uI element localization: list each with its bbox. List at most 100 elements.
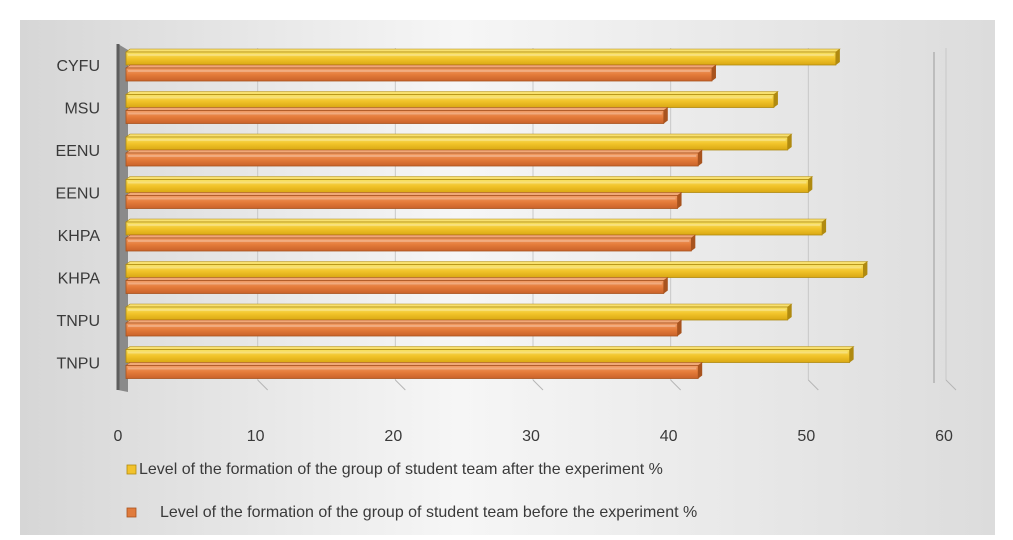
bar-end-face: [663, 277, 668, 294]
bar-highlight: [128, 112, 662, 115]
bar-front-face: [125, 94, 775, 108]
category-label: EENU: [56, 186, 100, 203]
category-label: EENU: [56, 143, 100, 160]
category-labels: CYFU MSU EENU EENU KHPA KHPA TNPU TNPU: [56, 58, 101, 373]
bar-before-6: [125, 277, 669, 294]
bar-top-face: [125, 133, 793, 138]
bar-top-face: [125, 277, 669, 281]
bar-after-2: [125, 91, 779, 108]
bar-before-3: [125, 149, 704, 167]
x-tick-label: 60: [935, 428, 953, 445]
bar-top-face: [125, 91, 779, 95]
x-tick-label: 20: [384, 428, 402, 445]
bar-top-face: [125, 261, 869, 265]
bar-end-face: [711, 65, 716, 81]
bar-top-face: [125, 234, 697, 239]
grid-floor-line: [532, 379, 544, 391]
bar-end-face: [698, 150, 703, 166]
bar-highlight: [128, 240, 690, 242]
bar-front-face: [125, 280, 665, 294]
grid-floor-line: [945, 379, 957, 391]
bar-highlight: [128, 70, 710, 72]
bar-end-face: [808, 176, 813, 193]
bar-highlight: [128, 282, 662, 285]
bar-end-face: [773, 91, 778, 108]
category-label: KHPA: [58, 271, 101, 288]
x-tick-label: 10: [247, 428, 265, 445]
bar-before-2: [125, 107, 669, 124]
bar-before-1: [125, 64, 717, 82]
legend-label-1: Level of the formation of the group of s…: [139, 461, 663, 478]
bar-top-face: [125, 192, 683, 196]
bar-end-face: [849, 346, 854, 363]
grid-floor-line: [807, 379, 819, 391]
bar-front-face: [125, 264, 864, 278]
bar-highlight: [128, 351, 848, 354]
category-label: MSU: [64, 101, 100, 118]
bar-highlight: [128, 155, 697, 157]
bar-end-face: [787, 134, 792, 150]
bar-front-face: [125, 110, 665, 124]
bar-after-4: [125, 176, 814, 193]
category-label: CYFU: [56, 58, 100, 75]
bar-end-face: [677, 192, 682, 209]
legend-label-2: Level of the formation of the group of s…: [160, 504, 697, 521]
bar-top-face: [125, 303, 793, 308]
bar-top-face: [125, 64, 717, 69]
bar-highlight: [128, 367, 697, 370]
bar-front-face: [125, 221, 823, 236]
bar-highlight: [128, 197, 676, 200]
legend: Level of the formation of the group of s…: [126, 461, 697, 521]
bar-after-8: [125, 346, 855, 363]
bar-end-face: [787, 304, 792, 320]
bar-front-face: [125, 237, 692, 252]
legend-swatch-1: [126, 464, 137, 475]
bar-highlight: [128, 139, 786, 141]
bar-after-5: [125, 218, 827, 236]
bar-front-face: [125, 67, 713, 82]
bar-after-7: [125, 303, 793, 321]
bar-top-face: [125, 176, 814, 180]
bar-end-face: [835, 49, 840, 65]
bar-highlight: [128, 96, 772, 99]
bar-top-face: [125, 48, 841, 53]
bar-before-4: [125, 192, 683, 209]
bar-front-face: [125, 195, 678, 209]
bar-highlight: [128, 266, 862, 269]
x-tick-label: 30: [522, 428, 540, 445]
category-label: TNPU: [56, 356, 100, 373]
bars-group: [125, 48, 869, 379]
left-wall: [118, 44, 128, 392]
bar-front-face: [125, 51, 837, 66]
bar-end-face: [698, 362, 703, 379]
bar-after-6: [125, 261, 869, 278]
bar-before-8: [125, 362, 704, 379]
bar-top-face: [125, 319, 683, 324]
category-label: KHPA: [58, 228, 101, 245]
bar-end-face: [822, 219, 827, 235]
bar-end-face: [863, 261, 868, 278]
bar-top-face: [125, 149, 704, 154]
bar-after-1: [125, 48, 841, 66]
bar-front-face: [125, 179, 809, 193]
bar-front-face: [125, 322, 678, 337]
bar-front-face: [125, 365, 699, 379]
bar-highlight: [128, 224, 821, 226]
bar-top-face: [125, 107, 669, 111]
bar-top-face: [125, 346, 855, 350]
bar-before-5: [125, 234, 697, 252]
bar-front-face: [125, 349, 851, 363]
bar-end-face: [677, 320, 682, 336]
axis-wall: [116, 44, 128, 392]
grid-floor-line: [670, 379, 682, 391]
bar-after-3: [125, 133, 793, 151]
x-tick-label: 0: [114, 428, 123, 445]
bar-before-7: [125, 319, 683, 337]
bar-front-face: [125, 136, 789, 151]
category-label: TNPU: [56, 313, 100, 330]
legend-swatch-2: [126, 507, 137, 518]
bar-highlight: [128, 309, 786, 311]
bar-highlight: [128, 181, 807, 184]
